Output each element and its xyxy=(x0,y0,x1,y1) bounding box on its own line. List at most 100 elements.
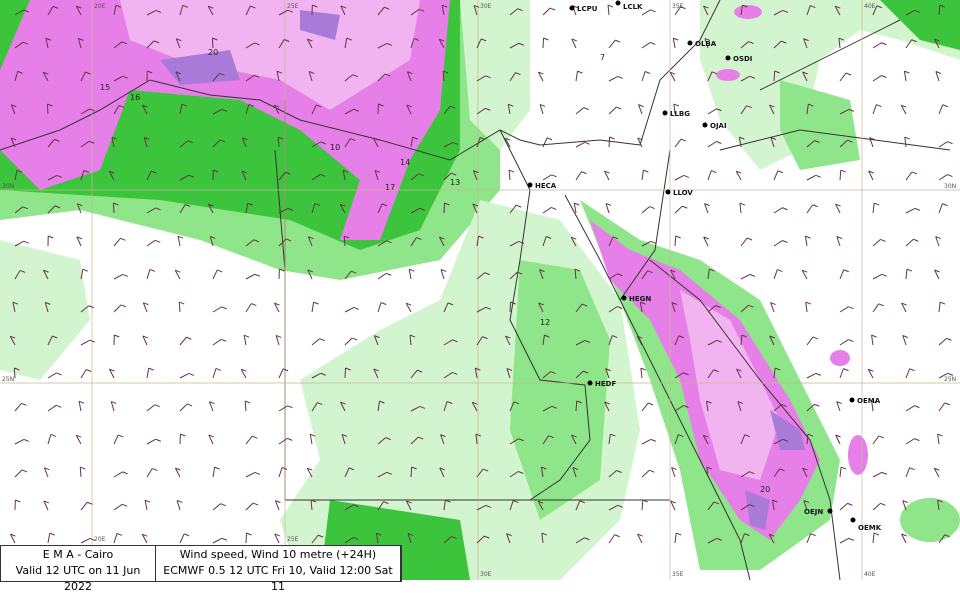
wind-barb xyxy=(837,237,842,246)
lon-label: 35E xyxy=(672,3,684,10)
station-marker xyxy=(666,190,671,195)
wind-barb xyxy=(76,435,81,444)
wind-barb xyxy=(641,368,646,378)
wind-barb xyxy=(807,175,821,180)
wind-barb xyxy=(905,137,910,147)
wind-barb xyxy=(906,439,919,444)
wind-barb xyxy=(543,8,555,15)
wind-barb xyxy=(805,236,810,246)
wind-barb xyxy=(147,469,157,477)
contour-label: 20 xyxy=(208,48,218,57)
wind-barb xyxy=(939,338,951,345)
wind-barb xyxy=(378,302,386,312)
wind-barb xyxy=(675,236,681,246)
wind-barb xyxy=(245,401,250,411)
wind-barb xyxy=(246,503,258,510)
wind-barb xyxy=(771,303,776,312)
wind-barb xyxy=(938,434,943,444)
wind-barb xyxy=(837,402,842,411)
lon-label: 40E xyxy=(864,571,876,578)
wind-barb xyxy=(840,73,851,81)
wind-barb xyxy=(241,369,246,378)
wind-barb xyxy=(543,175,557,180)
wind-barb xyxy=(246,436,257,444)
wind-barb xyxy=(48,236,53,246)
wind-barb xyxy=(936,237,941,246)
lon-label: 35E xyxy=(672,571,684,578)
wind-barb xyxy=(180,404,192,411)
wind-barb xyxy=(81,340,95,345)
contour-label: 14 xyxy=(400,158,410,167)
wind-barb xyxy=(213,307,227,312)
wind-barb xyxy=(704,237,709,246)
contour-label: 15 xyxy=(100,83,110,92)
wind-barb xyxy=(246,533,252,543)
wind-barb xyxy=(906,208,920,213)
contour-label: 12 xyxy=(540,318,550,327)
station-label: LCPU xyxy=(577,5,598,13)
station-marker xyxy=(688,41,693,46)
wind-barb xyxy=(609,76,623,81)
wind-barb xyxy=(509,170,514,180)
wind-barb xyxy=(576,142,590,147)
wind-barb xyxy=(675,175,689,180)
wind-barb xyxy=(109,369,114,378)
wind-barb xyxy=(873,274,887,279)
wind-barb xyxy=(213,368,221,378)
wind-barb xyxy=(81,502,92,510)
station-label: OSDI xyxy=(733,55,752,63)
wind-barb xyxy=(147,405,160,411)
wind-barb xyxy=(840,340,853,345)
wind-barb xyxy=(143,303,148,312)
wind-barb xyxy=(180,337,191,345)
wind-barb xyxy=(774,270,782,279)
wind-barb xyxy=(939,105,948,114)
wind-barb xyxy=(345,307,359,312)
wind-barb xyxy=(906,468,915,477)
wind-barb xyxy=(836,435,841,444)
station-label: OEJN xyxy=(804,508,823,516)
wind-barb xyxy=(609,40,620,48)
wind-barb xyxy=(939,403,950,411)
wind-barb xyxy=(177,500,182,510)
wind-barb xyxy=(114,274,128,279)
wind-barb xyxy=(638,534,643,543)
wind-barb xyxy=(312,302,319,312)
wind-barb xyxy=(608,5,613,15)
wind-barb xyxy=(180,434,185,444)
wind-barb xyxy=(213,270,222,279)
station-marker xyxy=(616,1,621,6)
wind-barb xyxy=(872,335,877,345)
wind-barb xyxy=(576,108,589,114)
wind-barb xyxy=(48,373,62,378)
contour-label: 20 xyxy=(760,485,770,494)
wind-barb xyxy=(939,142,952,147)
wind-barb xyxy=(675,139,686,147)
wind-barb xyxy=(609,107,621,114)
wind-barb xyxy=(175,270,180,279)
wind-barb xyxy=(142,534,147,543)
wind-barb xyxy=(279,369,288,378)
wind-barb xyxy=(873,76,886,81)
wind-barb xyxy=(639,105,644,114)
wind-barb xyxy=(873,105,881,114)
wind-barb xyxy=(675,206,687,213)
wind-barb xyxy=(642,439,656,444)
wind-barb xyxy=(873,239,886,246)
wind-barb xyxy=(147,439,161,444)
wind-barb xyxy=(774,171,783,180)
wind-barb xyxy=(840,503,852,510)
wind-barb xyxy=(111,401,116,411)
wind-barb xyxy=(774,241,787,246)
wind-barb xyxy=(179,302,184,312)
wind-barb xyxy=(246,274,260,279)
wind-barb xyxy=(868,369,873,378)
wind-barb xyxy=(48,533,55,543)
wind-barb xyxy=(869,171,874,180)
wind-barb xyxy=(939,175,952,180)
wind-barb xyxy=(671,501,676,510)
lon-label: 25E xyxy=(287,536,299,543)
contour-label: 16 xyxy=(130,93,140,102)
wind-barb xyxy=(279,269,284,279)
